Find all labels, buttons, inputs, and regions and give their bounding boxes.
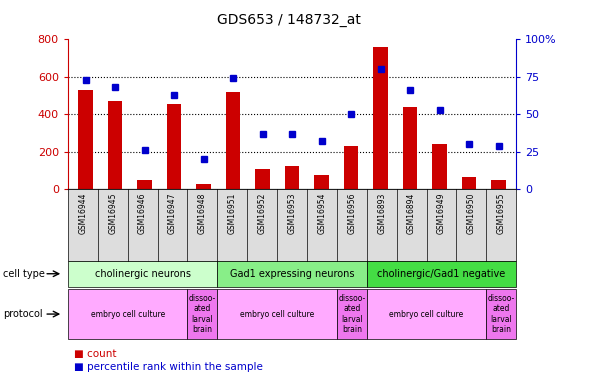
Bar bbox=[373, 47, 388, 189]
Text: GSM16945: GSM16945 bbox=[108, 193, 117, 234]
Bar bbox=[166, 104, 181, 189]
Text: GSM16951: GSM16951 bbox=[228, 193, 237, 234]
Text: GSM16944: GSM16944 bbox=[78, 193, 87, 234]
Text: GSM16953: GSM16953 bbox=[287, 193, 297, 234]
Text: GDS653 / 148732_at: GDS653 / 148732_at bbox=[217, 13, 361, 27]
Text: ■ count: ■ count bbox=[74, 350, 116, 359]
Bar bbox=[196, 184, 211, 189]
Bar bbox=[225, 92, 240, 189]
Bar bbox=[461, 177, 476, 189]
Text: GSM16946: GSM16946 bbox=[138, 193, 147, 234]
Bar bbox=[284, 166, 299, 189]
Text: embryo cell culture: embryo cell culture bbox=[240, 310, 314, 319]
Text: embryo cell culture: embryo cell culture bbox=[389, 310, 464, 319]
Text: GSM16956: GSM16956 bbox=[348, 193, 356, 234]
Text: GSM16947: GSM16947 bbox=[168, 193, 177, 234]
Text: cholinergic/Gad1 negative: cholinergic/Gad1 negative bbox=[378, 269, 506, 279]
Text: GSM16955: GSM16955 bbox=[497, 193, 506, 234]
Text: GSM16894: GSM16894 bbox=[407, 193, 416, 234]
Bar bbox=[78, 90, 93, 189]
Text: GSM16948: GSM16948 bbox=[198, 193, 207, 234]
Text: GSM16954: GSM16954 bbox=[317, 193, 326, 234]
Bar bbox=[137, 180, 152, 189]
Bar bbox=[107, 101, 122, 189]
Text: cholinergic neurons: cholinergic neurons bbox=[94, 269, 191, 279]
Text: GSM16949: GSM16949 bbox=[437, 193, 446, 234]
Text: Gad1 expressing neurons: Gad1 expressing neurons bbox=[230, 269, 355, 279]
Bar bbox=[491, 180, 506, 189]
Bar bbox=[402, 107, 417, 189]
Text: dissoo-
ated
larval
brain: dissoo- ated larval brain bbox=[338, 294, 365, 334]
Text: GSM16893: GSM16893 bbox=[377, 193, 386, 234]
Text: GSM16950: GSM16950 bbox=[467, 193, 476, 234]
Bar bbox=[314, 176, 329, 189]
Text: dissoo-
ated
larval
brain: dissoo- ated larval brain bbox=[189, 294, 216, 334]
Bar bbox=[432, 144, 447, 189]
Text: GSM16952: GSM16952 bbox=[258, 193, 267, 234]
Text: dissoo-
ated
larval
brain: dissoo- ated larval brain bbox=[488, 294, 515, 334]
Text: protocol: protocol bbox=[3, 309, 42, 319]
Text: ■ percentile rank within the sample: ■ percentile rank within the sample bbox=[74, 362, 263, 372]
Text: cell type: cell type bbox=[3, 269, 45, 279]
Text: embryo cell culture: embryo cell culture bbox=[90, 310, 165, 319]
Bar bbox=[343, 146, 358, 189]
Bar bbox=[255, 169, 270, 189]
